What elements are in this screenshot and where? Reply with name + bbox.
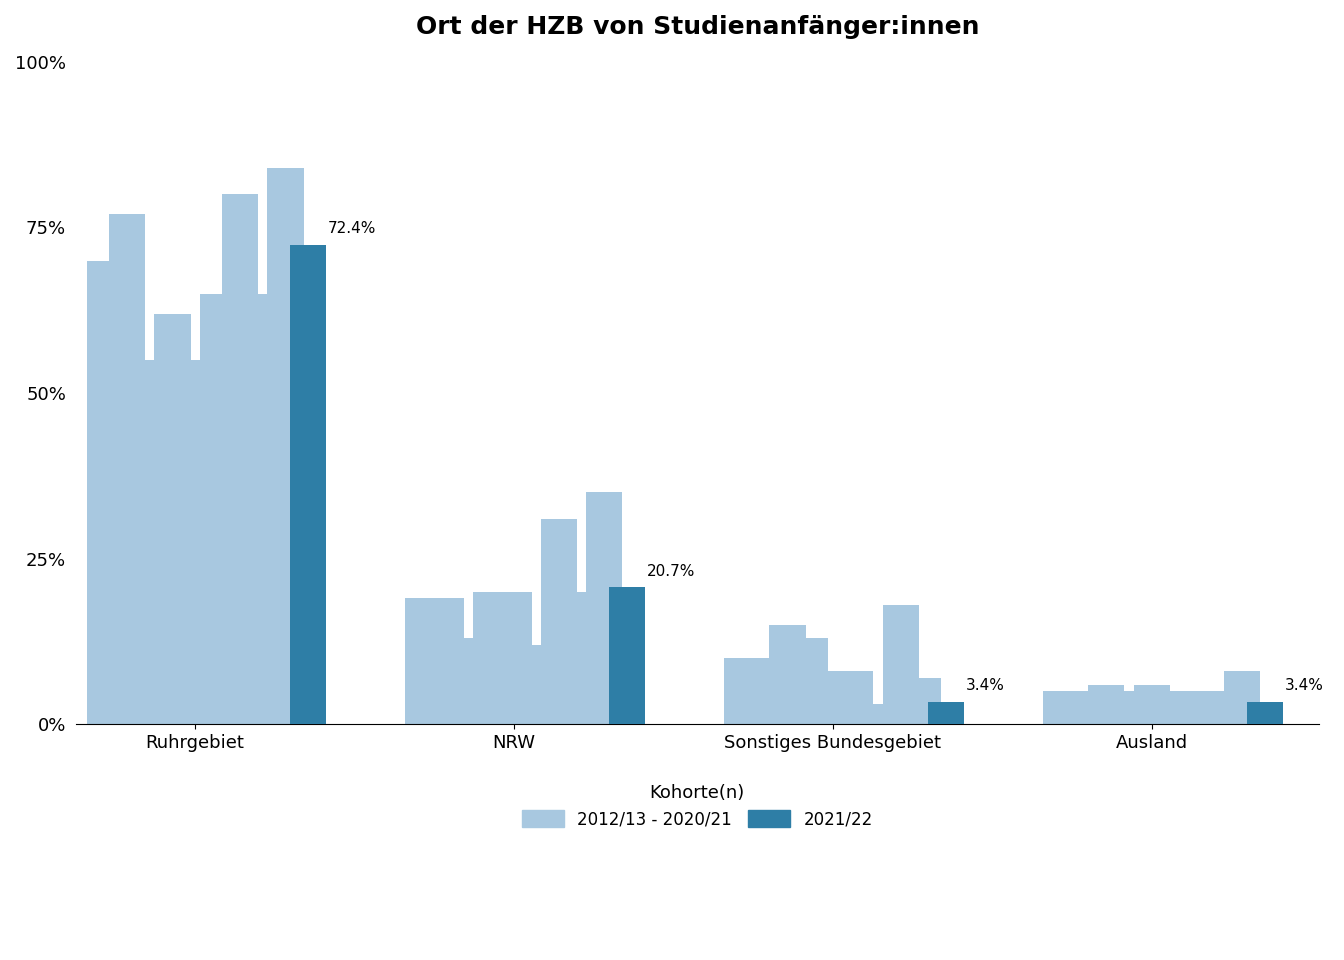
Bar	[814, 671, 851, 724]
Text: 3.4%: 3.4%	[1285, 678, 1324, 693]
Bar	[1111, 691, 1146, 724]
Bar	[450, 638, 487, 724]
Bar	[200, 294, 235, 724]
Bar	[563, 591, 599, 724]
Bar	[724, 658, 761, 724]
Bar	[245, 294, 281, 724]
Text: 20.7%: 20.7%	[646, 564, 695, 579]
Bar	[542, 519, 578, 724]
Bar	[222, 194, 258, 724]
Bar	[1066, 691, 1102, 724]
Bar	[1247, 702, 1282, 724]
Bar	[609, 588, 645, 724]
Bar	[427, 598, 464, 724]
Bar	[1089, 684, 1125, 724]
Bar	[792, 638, 828, 724]
Bar	[1133, 684, 1169, 724]
Bar	[770, 625, 805, 724]
Bar	[406, 598, 442, 724]
Bar	[155, 314, 191, 724]
Bar	[519, 645, 555, 724]
Bar	[1224, 671, 1261, 724]
Text: 3.4%: 3.4%	[966, 678, 1004, 693]
Bar	[109, 214, 145, 724]
Bar	[290, 245, 327, 724]
Bar	[1179, 691, 1215, 724]
Bar	[883, 605, 919, 724]
Bar	[927, 702, 964, 724]
Bar	[473, 591, 509, 724]
Bar	[837, 671, 874, 724]
Bar	[267, 168, 304, 724]
Bar	[860, 705, 896, 724]
Bar	[177, 360, 214, 724]
Bar	[905, 678, 941, 724]
Title: Ort der HZB von Studienanfänger:innen: Ort der HZB von Studienanfänger:innen	[415, 15, 978, 39]
Bar	[496, 591, 532, 724]
Text: 72.4%: 72.4%	[328, 221, 376, 236]
Legend: 2012/13 - 2020/21, 2021/22: 2012/13 - 2020/21, 2021/22	[515, 778, 879, 835]
Bar	[586, 492, 622, 724]
Bar	[132, 360, 168, 724]
Bar	[747, 658, 784, 724]
Bar	[1202, 691, 1238, 724]
Bar	[86, 260, 122, 724]
Bar	[1043, 691, 1079, 724]
Bar	[1156, 691, 1192, 724]
